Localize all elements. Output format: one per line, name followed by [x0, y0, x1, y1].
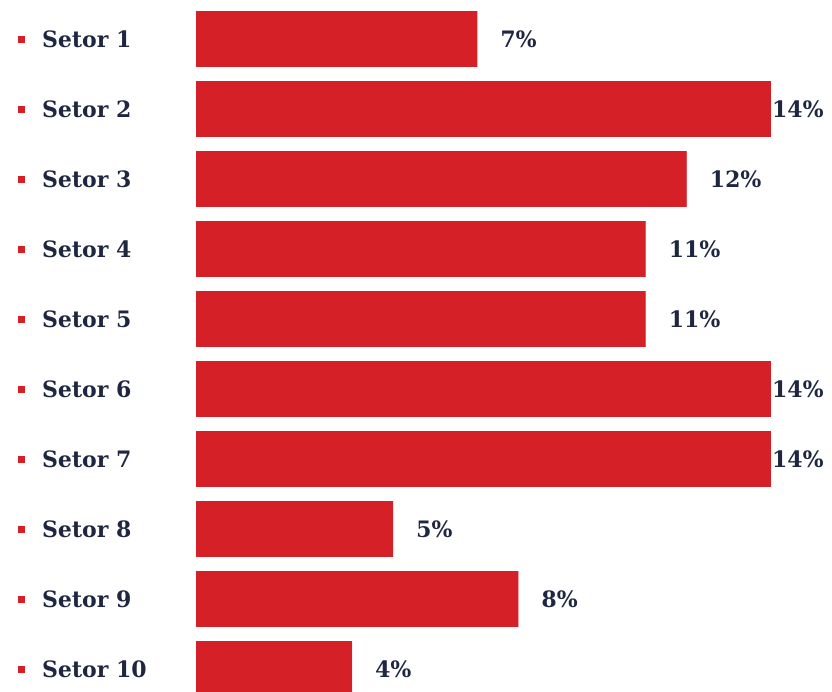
category-label: Setor 10 — [42, 657, 147, 683]
category-label: Setor 7 — [42, 447, 131, 473]
bar — [196, 151, 687, 207]
bar — [196, 11, 478, 67]
category-label: Setor 5 — [42, 307, 131, 333]
value-label: 4% — [375, 657, 411, 683]
category-label: Setor 1 — [42, 27, 131, 53]
bullet — [18, 176, 25, 183]
bullet — [18, 106, 25, 113]
bullet — [18, 316, 25, 323]
bullet — [18, 596, 25, 603]
category-label: Setor 3 — [42, 167, 131, 193]
bar — [196, 431, 771, 487]
value-label: 12% — [710, 167, 762, 193]
bar — [196, 361, 771, 417]
value-label: 14% — [772, 377, 824, 403]
category-label: Setor 9 — [42, 587, 131, 613]
bullet — [18, 456, 25, 463]
bar — [196, 571, 519, 627]
bullet — [18, 526, 25, 533]
category-label: Setor 2 — [42, 97, 131, 123]
value-label: 14% — [772, 97, 824, 123]
value-label: 14% — [772, 447, 824, 473]
bullet — [18, 666, 25, 673]
bar — [196, 501, 394, 557]
value-label: 5% — [416, 517, 452, 543]
bar — [196, 221, 646, 277]
bullet — [18, 36, 25, 43]
bar — [196, 641, 353, 692]
value-label: 7% — [500, 27, 536, 53]
bullet — [18, 386, 25, 393]
category-label: Setor 6 — [42, 377, 131, 403]
bar — [196, 81, 771, 137]
value-label: 11% — [669, 237, 721, 263]
value-label: 8% — [541, 587, 577, 613]
bar — [196, 291, 646, 347]
value-label: 11% — [669, 307, 721, 333]
category-label: Setor 8 — [42, 517, 131, 543]
category-label: Setor 4 — [42, 237, 131, 263]
bullet — [18, 246, 25, 253]
